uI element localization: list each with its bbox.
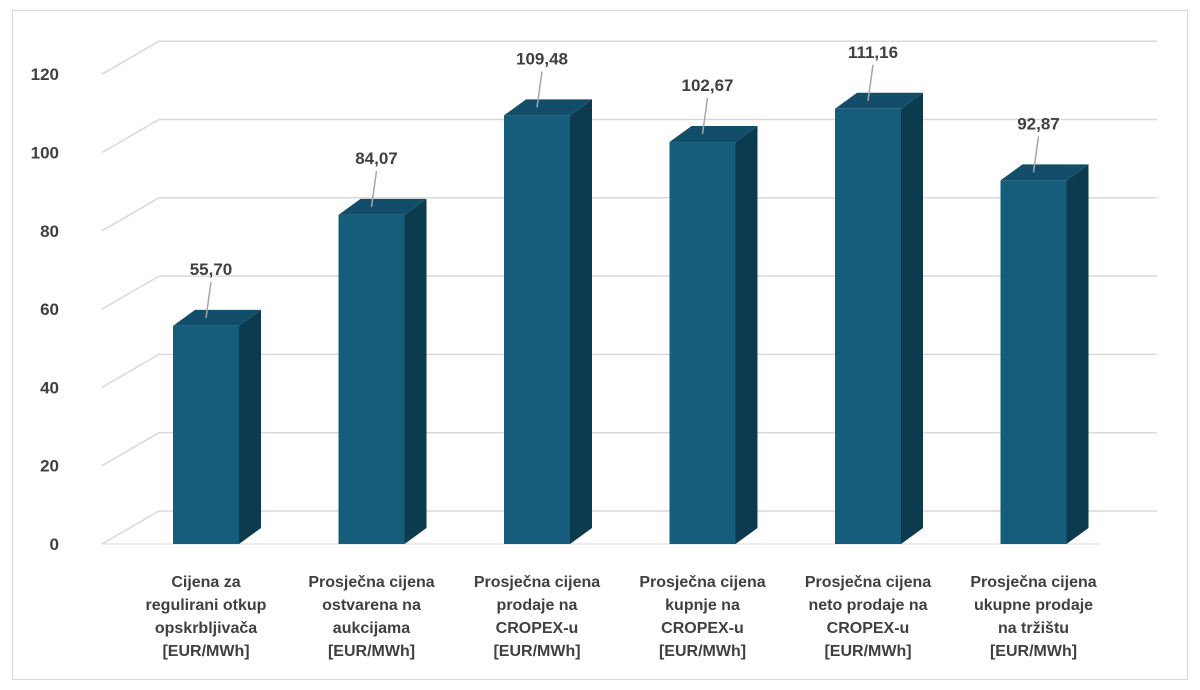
data-label-leader [370,170,378,207]
data-label: 92,87 [1017,114,1060,133]
x-tick-label: Prosječna cijena ostvarena na aukcijama [EU… [308,574,434,660]
x-tick-label-line: CROPEX-u [661,620,744,637]
x-tick-label-line: ostvarena na [322,597,421,614]
data-label-leader [701,97,709,135]
gridline-side [101,118,160,154]
data-label: 109,48 [516,49,568,68]
gridline-side [101,353,160,389]
data-label: 84,07 [355,149,398,168]
bar-top [338,198,427,215]
x-tick-label-line: [EUR/MWh] [659,643,746,660]
bar-side [404,198,427,544]
x-tick-label-line: CROPEX-u [827,620,910,637]
bar-top [1000,164,1089,181]
x-tick-label-line: [EUR/MWh] [493,643,580,660]
bar-top [835,92,923,109]
data-label-leader [867,64,874,101]
x-tick-label-line: Prosječna cijena [970,574,1096,591]
x-tick-label-line: regulirani otkup [146,597,267,614]
data-label: 111,16 [848,43,898,62]
x-tick-label-line: Prosječna cijena [639,574,765,591]
bar-side [239,309,261,544]
y-tick-label: 60 [40,300,59,319]
data-label: 102,67 [682,76,734,95]
bar-top [173,309,261,326]
bar-chart: 0 20 40 60 80 100 120 55,70 Cijena za regulirani … [31,40,1157,660]
x-tick-label-line: Cijena za [171,574,240,591]
x-tick-label: Cijena za regulirani otkup opskrbljivača [E… [146,574,267,660]
gridline-side [101,197,160,232]
x-tick-label: Prosječna cijena kupnje na CROPEX-u [EUR/MW… [639,574,765,660]
x-tick-label-line: [EUR/MWh] [162,643,249,660]
x-tick-label-line: Prosječna cijena [805,574,931,591]
gridline-side [101,510,160,545]
x-tick-label-line: [EUR/MWh] [824,643,911,660]
x-tick-label-line: ukupne prodaje [974,597,1093,614]
x-tick-label-line: neto prodaje na [808,597,927,614]
bar [338,214,405,544]
bar-top [669,126,758,143]
x-tick-label-line: na tržištu [998,620,1069,637]
x-tick-label: Prosječna cijena ukupne prodaje na tržištu… [970,574,1096,660]
x-tick-label-line: aukcijama [333,620,410,637]
x-tick-label-line: Prosječna cijena [308,574,434,591]
x-tick-label-line: [EUR/MWh] [990,643,1077,660]
gridline-side [101,432,160,467]
y-tick-label: 20 [40,457,59,476]
bar-top [504,99,592,116]
bar-side [1066,164,1089,545]
x-tick-label: Prosječna cijena prodaje na CROPEX-u [EUR/M… [474,574,600,660]
y-tick-label: 80 [40,222,59,241]
bar [835,108,901,545]
bar [504,115,570,544]
x-tick-label-line: CROPEX-u [496,620,579,637]
y-tick-label: 100 [31,144,59,163]
data-label-leader [536,71,543,108]
x-tick-label-line: kupnje na [665,597,740,614]
y-tick-label: 120 [31,65,59,84]
x-tick-label-line: prodaje na [497,597,578,614]
x-tick-label: Prosječna cijena neto prodaje na CROPEX-u [… [805,574,931,660]
data-label-leader [1032,136,1040,173]
bar [173,325,239,544]
data-label: 55,70 [190,260,233,279]
gridline-side [101,40,160,75]
x-tick-label-line: [EUR/MWh] [328,643,415,660]
chart-frame: 0 20 40 60 80 100 120 55,70 Cijena za regulirani … [12,10,1188,680]
x-tick-label-line: opskrbljivača [155,620,257,637]
bar-side [901,92,923,545]
gridline-side [101,275,160,310]
bar-side [570,99,592,544]
bar [1000,180,1067,545]
bar [669,142,736,545]
y-tick-label: 40 [40,378,59,397]
bar-side [735,126,758,545]
y-tick-label: 0 [50,535,59,554]
data-label-leader [205,281,212,319]
x-tick-label-line: Prosječna cijena [474,574,600,591]
